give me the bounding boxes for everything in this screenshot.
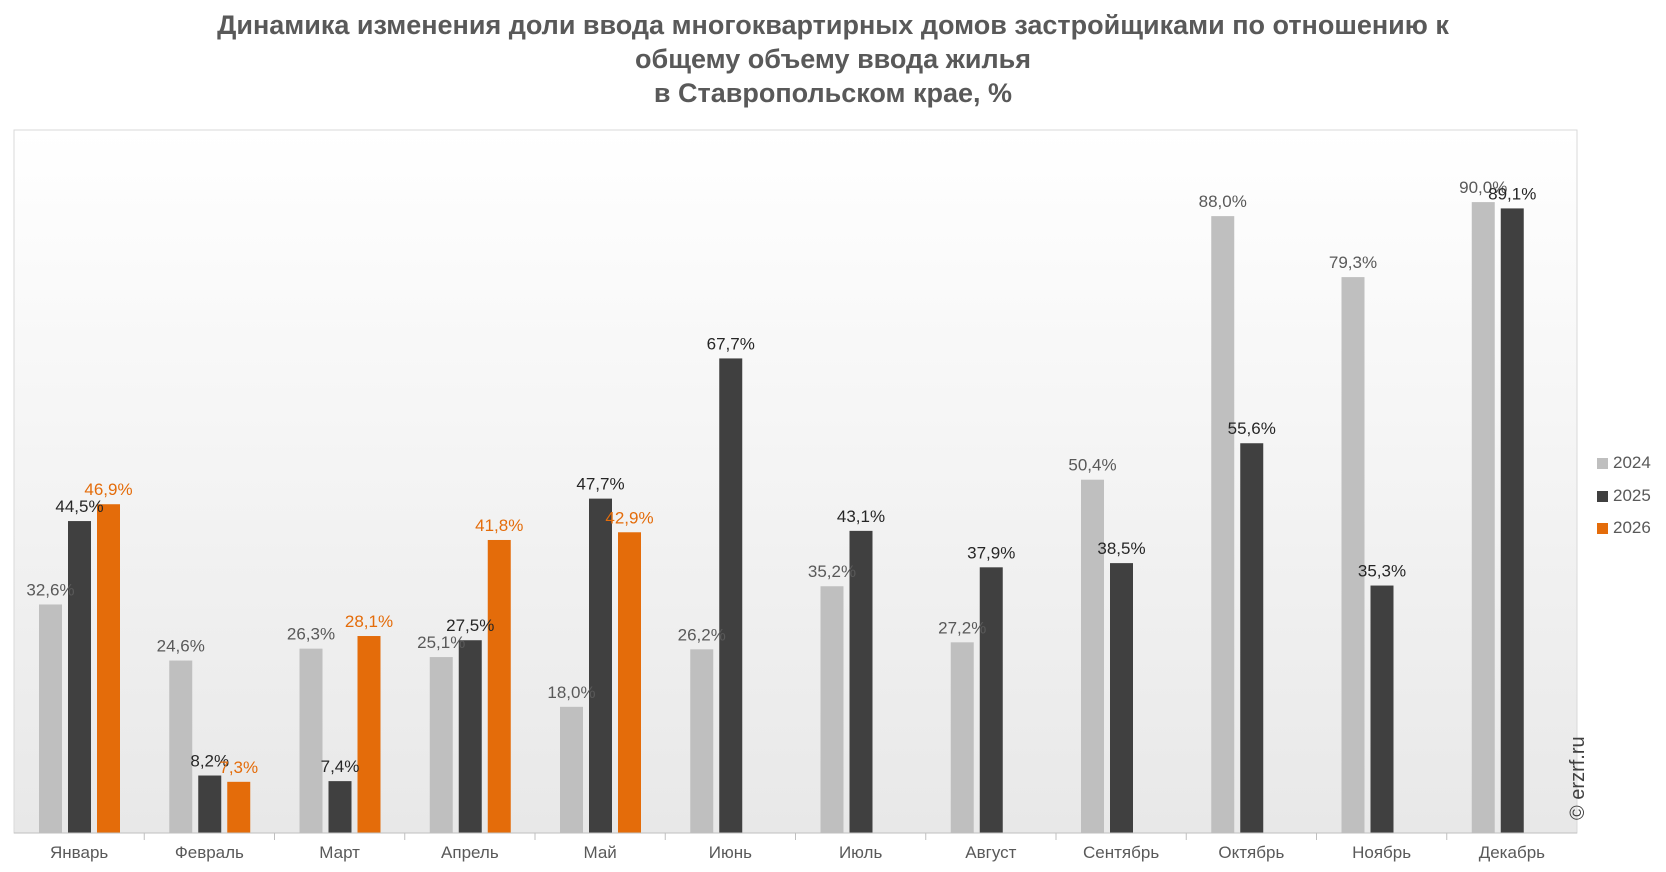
data-label-2024-8: 27,2% bbox=[938, 618, 986, 637]
data-label-2026-5: 42,9% bbox=[605, 508, 653, 527]
legend-swatch-2024 bbox=[1597, 457, 1608, 469]
data-label-2024-5: 18,0% bbox=[547, 683, 595, 702]
legend-swatch-2025 bbox=[1597, 490, 1608, 502]
x-axis-label-12: Декабрь bbox=[1479, 843, 1545, 862]
bar-2024-8 bbox=[950, 642, 974, 833]
data-label-2024-7: 35,2% bbox=[808, 562, 856, 581]
legend-label-2026: 2026 bbox=[1613, 518, 1651, 537]
x-axis-label-7: Июль bbox=[839, 843, 883, 862]
data-label-2025-10: 55,6% bbox=[1228, 419, 1276, 438]
x-axis-label-5: Май bbox=[583, 843, 616, 862]
bar-2024-11 bbox=[1341, 277, 1365, 833]
legend-label-2025: 2025 bbox=[1613, 486, 1651, 505]
data-label-2024-2: 24,6% bbox=[157, 637, 205, 656]
bar-2025-5 bbox=[589, 498, 612, 833]
bar-2024-6 bbox=[690, 649, 714, 833]
legend-item-2024: 2024 bbox=[1597, 453, 1651, 473]
bar-2024-2 bbox=[169, 660, 193, 833]
chart-title-line-1: Динамика изменения доли ввода многокварт… bbox=[217, 10, 1449, 40]
bar-2025-6 bbox=[719, 358, 743, 833]
data-label-2024-12: 90,0% bbox=[1459, 178, 1507, 197]
data-label-2025-11: 35,3% bbox=[1358, 562, 1406, 581]
bar-2025-1 bbox=[68, 521, 91, 833]
bar-2025-8 bbox=[979, 567, 1003, 833]
data-label-2024-6: 26,2% bbox=[678, 625, 726, 644]
data-label-2025-7: 43,1% bbox=[837, 507, 885, 526]
data-label-2025-1: 44,5% bbox=[55, 497, 103, 516]
data-label-2025-5: 47,7% bbox=[576, 475, 624, 494]
chart-title-line-2: общему объему ввода жилья bbox=[635, 44, 1031, 74]
x-axis-label-2: Февраль bbox=[175, 843, 244, 862]
data-label-2024-3: 26,3% bbox=[287, 625, 335, 644]
x-axis-label-1: Январь bbox=[50, 843, 108, 862]
bar-2025-3 bbox=[328, 781, 352, 833]
chart-title: Динамика изменения доли ввода многокварт… bbox=[0, 8, 1666, 110]
data-labels-layer: 32,6% 44,5%46,9% 24,6% 8,2%7,3% 26,3% 7,4% 28,… bbox=[26, 178, 1536, 777]
data-label-2025-6: 67,7% bbox=[707, 334, 755, 353]
bar-2026-5 bbox=[618, 532, 641, 833]
data-label-2025-3: 7,4% bbox=[321, 757, 360, 776]
data-label-2024-9: 50,4% bbox=[1068, 456, 1116, 475]
bar-2025-12 bbox=[1500, 208, 1524, 833]
x-ticks-layer bbox=[143, 833, 1448, 840]
bar-2024-12 bbox=[1471, 202, 1495, 834]
legend-swatch-2026 bbox=[1597, 522, 1608, 534]
bar-2025-7 bbox=[849, 530, 873, 833]
bar-2024-9 bbox=[1081, 479, 1104, 833]
legend-label-2024: 2024 bbox=[1613, 453, 1651, 472]
bar-2025-2 bbox=[198, 775, 222, 833]
data-label-2025-2: 8,2% bbox=[190, 752, 229, 771]
x-axis-label-3: Март bbox=[319, 843, 360, 862]
bar-2025-11 bbox=[1370, 585, 1394, 833]
x-axis-labels-layer: Январь Февраль Март Апрель Май Июнь Июль Август… bbox=[50, 843, 1545, 862]
data-label-2024-10: 88,0% bbox=[1199, 192, 1247, 211]
bar-2024-7 bbox=[820, 586, 844, 833]
x-axis-label-10: Октябрь bbox=[1218, 843, 1284, 862]
x-axis-label-4: Апрель bbox=[441, 843, 499, 862]
data-label-2024-4: 25,1% bbox=[417, 633, 465, 652]
bar-2024-3 bbox=[299, 648, 323, 833]
x-axis-label-6: Июнь bbox=[709, 843, 752, 862]
watermark: © erzrf.ru bbox=[1567, 736, 1589, 820]
bar-2026-3 bbox=[357, 636, 381, 833]
data-label-2024-1: 32,6% bbox=[26, 580, 74, 599]
data-label-2026-4: 41,8% bbox=[475, 516, 523, 535]
data-label-2026-2: 7,3% bbox=[219, 758, 258, 777]
data-label-2026-1: 46,9% bbox=[84, 480, 132, 499]
bar-2025-9 bbox=[1110, 563, 1133, 833]
bar-2026-2 bbox=[227, 781, 251, 833]
bar-2024-5 bbox=[560, 706, 583, 833]
x-axis-label-9: Сентябрь bbox=[1083, 843, 1159, 862]
bar-2026-1 bbox=[97, 504, 120, 833]
bar-2026-4 bbox=[487, 539, 511, 833]
plot-area bbox=[13, 129, 1578, 834]
bar-2024-1 bbox=[39, 604, 62, 833]
legend-item-2026: 2026 bbox=[1597, 518, 1651, 538]
bars-layer bbox=[39, 202, 1524, 834]
data-label-2025-12: 89,1% bbox=[1488, 184, 1536, 203]
data-label-2025-8: 37,9% bbox=[967, 543, 1015, 562]
bar-2025-4 bbox=[458, 640, 482, 833]
legend-item-2025: 2025 bbox=[1597, 486, 1651, 506]
bar-2024-10 bbox=[1211, 216, 1235, 833]
data-label-2025-9: 38,5% bbox=[1097, 539, 1145, 558]
data-label-2025-4: 27,5% bbox=[446, 616, 494, 635]
bar-2025-10 bbox=[1240, 443, 1264, 833]
x-axis-label-8: Август bbox=[965, 843, 1016, 862]
bar-2024-4 bbox=[429, 657, 453, 833]
data-label-2024-11: 79,3% bbox=[1329, 253, 1377, 272]
x-axis-label-11: Ноябрь bbox=[1352, 843, 1411, 862]
chart-title-line-3: в Ставропольском крае, % bbox=[653, 78, 1013, 108]
data-label-2026-3: 28,1% bbox=[345, 612, 393, 631]
